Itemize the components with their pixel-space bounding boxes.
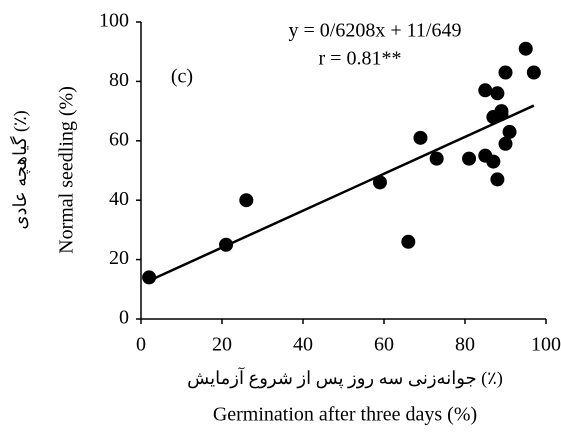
y-axis-label: Normal seedling (%)	[56, 86, 78, 254]
point	[401, 234, 416, 249]
panel-label: (c)	[171, 66, 193, 88]
point	[372, 175, 387, 190]
point	[494, 107, 509, 122]
equation: y = 0/6208x + 11/649	[289, 20, 462, 42]
x-tick-label: 60	[374, 334, 394, 356]
y-tick-label: 0	[119, 307, 129, 329]
y-tick-label: 60	[109, 128, 129, 150]
point	[429, 151, 444, 166]
point	[490, 86, 505, 101]
r-label: r = 0.81**	[319, 48, 402, 70]
x-tick-label: 80	[455, 334, 475, 356]
point	[498, 136, 513, 151]
y-tick-label: 20	[109, 247, 129, 269]
y-tick-label: 80	[109, 69, 129, 91]
point	[498, 65, 513, 80]
x-axis-label-fa: جوانه‌زنی سه روز پس از شروع آزمایش (٪)	[187, 367, 503, 389]
x-tick-label: 20	[212, 334, 232, 356]
x-axis-label: Germination after three days (%)	[213, 404, 477, 426]
point	[239, 193, 254, 208]
y-tick-label: 100	[99, 10, 129, 32]
y-tick-label: 40	[109, 188, 129, 210]
point	[502, 124, 517, 139]
x-tick-label: 100	[531, 334, 561, 356]
point	[518, 41, 533, 56]
point	[413, 130, 428, 145]
x-tick-label: 0	[136, 334, 146, 356]
point	[486, 154, 501, 169]
point	[490, 172, 505, 187]
point	[219, 237, 234, 252]
point	[478, 83, 493, 98]
point	[142, 270, 157, 285]
point	[462, 151, 477, 166]
x-tick-label: 40	[293, 334, 313, 356]
y-axis-label-fa: گیاهچه عادی (٪)	[9, 110, 31, 229]
trendline	[148, 104, 535, 282]
point	[526, 65, 541, 80]
